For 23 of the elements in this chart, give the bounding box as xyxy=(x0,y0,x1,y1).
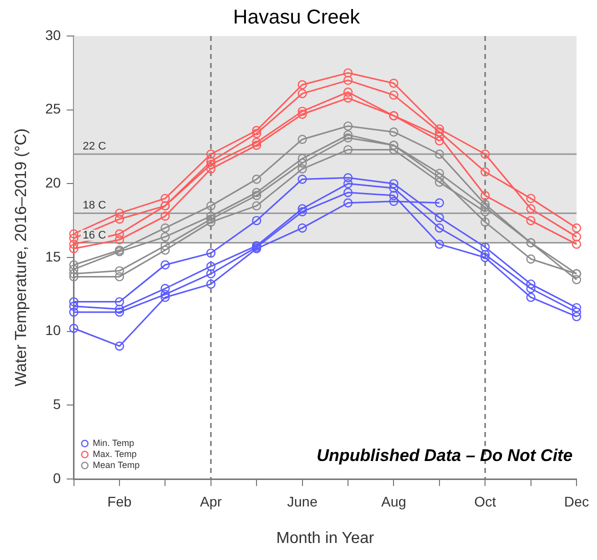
legend-label: Mean Temp xyxy=(92,460,140,470)
y-tick-label: 30 xyxy=(45,26,61,43)
y-tick-label: 15 xyxy=(45,248,61,264)
x-tick-label: June xyxy=(287,493,318,510)
chart-title: Havasu Creek xyxy=(233,6,361,29)
y-axis-title: Water Temperature, 2016–2019 (°C) xyxy=(13,128,30,387)
legend-label: Min. Temp xyxy=(92,438,134,448)
x-tick-label: Apr xyxy=(200,493,222,510)
annotation: Unpublished Data – Do Not Cite xyxy=(316,446,573,465)
y-tick-label: 10 xyxy=(45,322,61,338)
y-tick-label: 25 xyxy=(45,100,61,117)
ref-line-label: 16 C xyxy=(82,229,106,242)
y-tick-label: 20 xyxy=(45,174,61,191)
legend-label: Max. Temp xyxy=(92,448,137,459)
x-tick-label: Dec xyxy=(564,493,590,510)
x-tick-label: Aug xyxy=(381,493,406,510)
ref-line-label: 18 C xyxy=(82,200,106,212)
x-axis-title: Month in Year xyxy=(276,530,375,547)
x-tick-label: Feb xyxy=(107,493,132,510)
y-tick-label: 5 xyxy=(52,396,61,412)
y-tick-label: 0 xyxy=(52,470,61,486)
x-tick-label: Oct xyxy=(474,493,496,510)
ref-line-label: 22 C xyxy=(82,140,106,153)
